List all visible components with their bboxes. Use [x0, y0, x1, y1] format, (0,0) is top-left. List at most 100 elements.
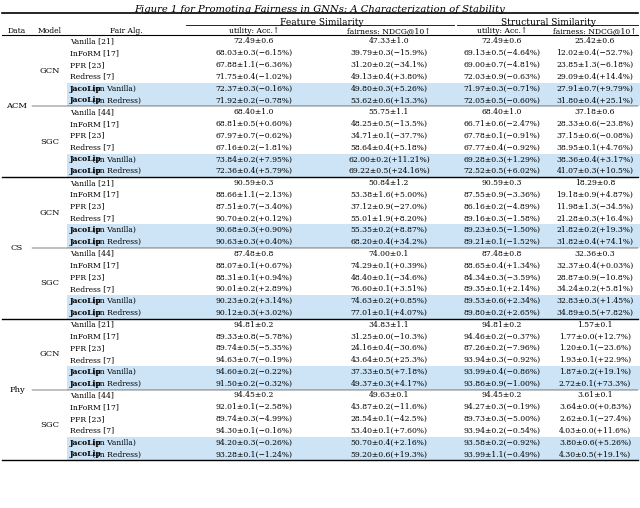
- Text: PFR [23]: PFR [23]: [70, 344, 104, 352]
- Text: 72.49±0.6: 72.49±0.6: [234, 38, 274, 45]
- Text: 48.40±0.1(−34.6%): 48.40±0.1(−34.6%): [351, 273, 428, 281]
- Text: 31.82±0.4(+74.1%): 31.82±0.4(+74.1%): [557, 238, 634, 246]
- Text: CS: CS: [11, 244, 23, 252]
- Bar: [67, 225, 640, 236]
- Text: 50.70±0.4(+2.16%): 50.70±0.4(+2.16%): [351, 438, 428, 447]
- Text: utility: Acc.↑: utility: Acc.↑: [477, 27, 527, 35]
- Text: 38.95±0.1(+4.76%): 38.95±0.1(+4.76%): [557, 144, 634, 151]
- Text: (on Vanilla): (on Vanilla): [90, 368, 136, 376]
- Text: (on Vanilla): (on Vanilla): [90, 226, 136, 234]
- Text: 50.84±1.2: 50.84±1.2: [369, 179, 409, 187]
- Text: 34.71±0.1(−37.7%): 34.71±0.1(−37.7%): [351, 132, 428, 140]
- Text: 69.28±0.3(+1.29%): 69.28±0.3(+1.29%): [463, 155, 541, 164]
- Text: (on Redress): (on Redress): [90, 97, 141, 105]
- Text: Phy: Phy: [9, 386, 25, 394]
- Text: 32.37±0.4(+0.03%): 32.37±0.4(+0.03%): [556, 262, 634, 270]
- Text: Fair Alg.: Fair Alg.: [109, 27, 142, 35]
- Text: 31.20±0.2(−34.1%): 31.20±0.2(−34.1%): [351, 61, 428, 69]
- Text: ACM: ACM: [6, 102, 28, 110]
- Text: JacoLip: JacoLip: [70, 297, 102, 305]
- Text: 88.66±1.1(−2.13%): 88.66±1.1(−2.13%): [216, 191, 292, 199]
- Text: 89.23±0.5(−1.50%): 89.23±0.5(−1.50%): [463, 226, 541, 234]
- Text: 41.07±0.3(+10.5%): 41.07±0.3(+10.5%): [557, 167, 634, 175]
- Text: 1.20±0.1(−23.6%): 1.20±0.1(−23.6%): [559, 344, 631, 352]
- Text: 23.85±1.3(−6.18%): 23.85±1.3(−6.18%): [556, 61, 634, 69]
- Text: 94.60±0.2(−0.22%): 94.60±0.2(−0.22%): [216, 368, 292, 376]
- Text: 1.57±0.1: 1.57±0.1: [577, 321, 612, 329]
- Bar: [67, 153, 640, 165]
- Text: 34.89±0.5(+7.82%): 34.89±0.5(+7.82%): [557, 309, 634, 317]
- Text: 84.34±0.3(−3.59%): 84.34±0.3(−3.59%): [463, 273, 541, 281]
- Text: 68.81±0.5(+0.60%): 68.81±0.5(+0.60%): [216, 120, 292, 128]
- Text: 72.05±0.5(−0.60%): 72.05±0.5(−0.60%): [463, 97, 540, 105]
- Text: Model: Model: [38, 27, 62, 35]
- Text: Vanilla [44]: Vanilla [44]: [70, 391, 114, 399]
- Text: 3.64±0.0(+0.83%): 3.64±0.0(+0.83%): [559, 403, 631, 411]
- Text: 19.18±0.9(+4.87%): 19.18±0.9(+4.87%): [557, 191, 634, 199]
- Text: 59.20±0.6(+19.3%): 59.20±0.6(+19.3%): [351, 451, 428, 458]
- Text: 90.59±0.3: 90.59±0.3: [482, 179, 522, 187]
- Text: 67.77±0.4(−0.92%): 67.77±0.4(−0.92%): [463, 144, 540, 151]
- Text: InFoRM [17]: InFoRM [17]: [70, 262, 119, 270]
- Text: 94.45±0.2: 94.45±0.2: [234, 391, 274, 399]
- Text: 76.60±0.1(+3.51%): 76.60±0.1(+3.51%): [351, 285, 428, 293]
- Text: PFR [23]: PFR [23]: [70, 61, 104, 69]
- Text: 72.52±0.5(+6.02%): 72.52±0.5(+6.02%): [463, 167, 540, 175]
- Text: fairness: NDCG@10↑: fairness: NDCG@10↑: [553, 27, 637, 35]
- Text: 55.35±0.2(+8.87%): 55.35±0.2(+8.87%): [351, 226, 428, 234]
- Text: 93.99±1.1(−0.49%): 93.99±1.1(−0.49%): [463, 451, 541, 458]
- Text: 68.40±1.0: 68.40±1.0: [482, 108, 522, 116]
- Text: 53.62±0.6(+13.3%): 53.62±0.6(+13.3%): [350, 97, 428, 105]
- Text: 49.13±0.4(+3.80%): 49.13±0.4(+3.80%): [351, 73, 428, 81]
- Text: (on Redress): (on Redress): [90, 309, 141, 317]
- Text: JacoLip: JacoLip: [70, 438, 102, 447]
- Text: 2.62±0.1(−27.4%): 2.62±0.1(−27.4%): [559, 415, 631, 423]
- Text: 92.01±0.1(−2.58%): 92.01±0.1(−2.58%): [216, 403, 292, 411]
- Text: InFoRM [17]: InFoRM [17]: [70, 403, 119, 411]
- Text: 69.13±0.5(−4.64%): 69.13±0.5(−4.64%): [463, 49, 541, 57]
- Text: (on Vanilla): (on Vanilla): [90, 438, 136, 447]
- Text: 89.16±0.3(−1.58%): 89.16±0.3(−1.58%): [463, 214, 541, 223]
- Text: Redress [7]: Redress [7]: [70, 144, 114, 151]
- Text: 93.94±0.2(−0.54%): 93.94±0.2(−0.54%): [463, 427, 541, 435]
- Text: 71.97±0.3(−0.71%): 71.97±0.3(−0.71%): [463, 85, 541, 92]
- Text: 88.07±0.1(+0.67%): 88.07±0.1(+0.67%): [216, 262, 292, 270]
- Text: 49.63±0.1: 49.63±0.1: [369, 391, 409, 399]
- Text: 67.97±0.7(−0.62%): 67.97±0.7(−0.62%): [216, 132, 292, 140]
- Text: JacoLip: JacoLip: [70, 155, 102, 164]
- Text: (on Redress): (on Redress): [90, 379, 141, 388]
- Bar: [67, 449, 640, 460]
- Text: 27.91±0.7(+9.79%): 27.91±0.7(+9.79%): [557, 85, 634, 92]
- Text: Data: Data: [8, 27, 26, 35]
- Text: 71.92±0.2(−0.78%): 71.92±0.2(−0.78%): [216, 97, 292, 105]
- Text: 66.71±0.6(−2.47%): 66.71±0.6(−2.47%): [463, 120, 540, 128]
- Text: 67.78±0.1(−0.91%): 67.78±0.1(−0.91%): [463, 132, 540, 140]
- Text: 68.03±0.3(−6.15%): 68.03±0.3(−6.15%): [216, 49, 292, 57]
- Text: 31.25±0.0(−10.3%): 31.25±0.0(−10.3%): [351, 332, 428, 340]
- Text: 37.15±0.6(−0.08%): 37.15±0.6(−0.08%): [557, 132, 634, 140]
- Text: 87.26±0.2(−7.96%): 87.26±0.2(−7.96%): [463, 344, 540, 352]
- Text: 90.68±0.3(+0.90%): 90.68±0.3(+0.90%): [216, 226, 292, 234]
- Text: (on Vanilla): (on Vanilla): [90, 85, 136, 92]
- Text: 72.03±0.9(−0.63%): 72.03±0.9(−0.63%): [463, 73, 541, 81]
- Text: 77.01±0.1(+4.07%): 77.01±0.1(+4.07%): [351, 309, 428, 317]
- Text: 94.30±0.1(−0.16%): 94.30±0.1(−0.16%): [216, 427, 292, 435]
- Text: Figure 1 for Promoting Fairness in GNNs: A Characterization of Stability: Figure 1 for Promoting Fairness in GNNs:…: [134, 5, 506, 14]
- Text: Vanilla [44]: Vanilla [44]: [70, 250, 114, 258]
- Text: 90.23±0.2(+3.14%): 90.23±0.2(+3.14%): [216, 297, 292, 305]
- Text: 88.31±0.1(+0.94%): 88.31±0.1(+0.94%): [216, 273, 292, 281]
- Text: 34.24±0.2(+5.81%): 34.24±0.2(+5.81%): [557, 285, 634, 293]
- Text: 87.51±0.7(−3.40%): 87.51±0.7(−3.40%): [216, 203, 292, 211]
- Text: 89.35±0.1(+2.14%): 89.35±0.1(+2.14%): [463, 285, 541, 293]
- Text: 94.63±0.7(−0.19%): 94.63±0.7(−0.19%): [216, 356, 292, 364]
- Text: 89.73±0.3(−5.00%): 89.73±0.3(−5.00%): [463, 415, 541, 423]
- Text: 37.12±0.9(−27.0%): 37.12±0.9(−27.0%): [351, 203, 428, 211]
- Text: 53.38±1.6(+5.00%): 53.38±1.6(+5.00%): [351, 191, 428, 199]
- Text: 87.55±0.9(−3.36%): 87.55±0.9(−3.36%): [463, 191, 541, 199]
- Text: 11.98±1.3(−34.5%): 11.98±1.3(−34.5%): [556, 203, 634, 211]
- Text: 47.33±1.0: 47.33±1.0: [369, 38, 410, 45]
- Text: 94.46±0.2(−0.37%): 94.46±0.2(−0.37%): [463, 332, 541, 340]
- Text: 28.33±0.6(−23.8%): 28.33±0.6(−23.8%): [556, 120, 634, 128]
- Text: utility: Acc.↑: utility: Acc.↑: [229, 27, 279, 35]
- Text: 74.00±0.1: 74.00±0.1: [369, 250, 409, 258]
